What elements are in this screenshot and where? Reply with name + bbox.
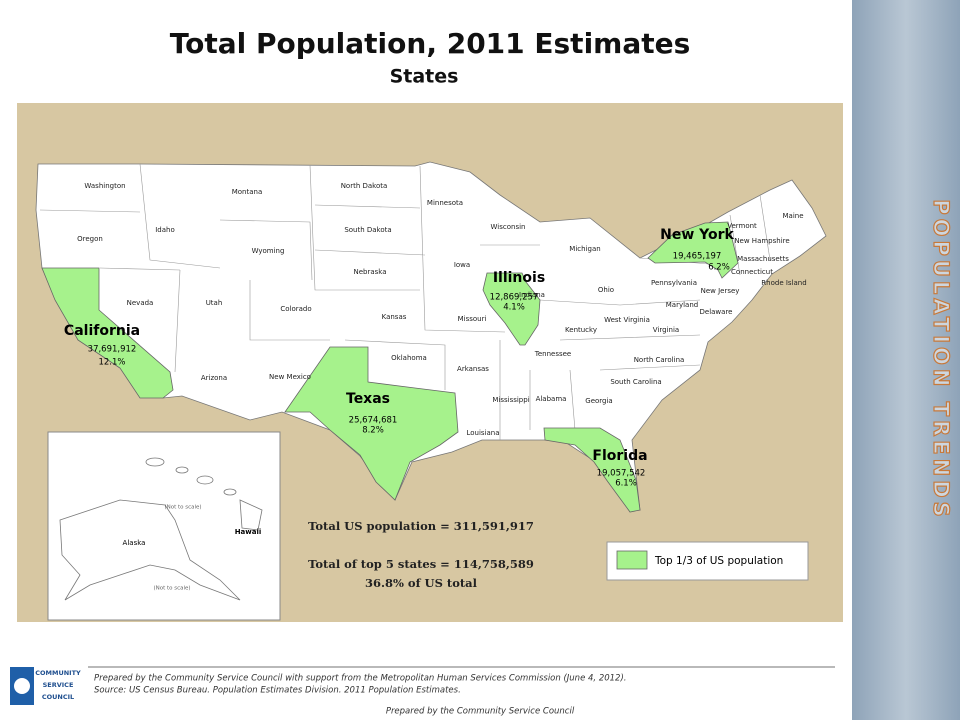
- state-label: Maine: [782, 212, 803, 220]
- title: Total Population, 2011 Estimates: [170, 27, 691, 60]
- state-label: Oregon: [77, 235, 103, 243]
- state-label: Kentucky: [565, 326, 597, 334]
- state-label: Wyoming: [252, 247, 285, 255]
- state-label: Maryland: [666, 301, 698, 309]
- summary-share: 36.8% of US total: [365, 576, 478, 590]
- highlighted-labels: California 37,691,912 12.1% Texas 25,674,681…: [64, 227, 735, 489]
- state-label: Nebraska: [353, 268, 386, 276]
- state-label: Pennsylvania: [651, 279, 697, 287]
- state-label: Louisiana: [466, 429, 499, 437]
- footer-line1: Prepared by the Community Service Counci…: [94, 674, 626, 684]
- legend-swatch: [616, 550, 648, 570]
- state-label: New Mexico: [269, 373, 311, 381]
- highlight-share: 6.1%: [615, 479, 637, 489]
- subtitle: States: [390, 66, 459, 88]
- highlight-population: 19,465,197: [673, 252, 722, 262]
- summary-top5: Total of top 5 states = 114,758,589: [308, 557, 534, 571]
- state-label: Arkansas: [457, 365, 489, 373]
- highlight-share: 4.1%: [503, 303, 525, 313]
- state-label: Indiana: [519, 291, 545, 299]
- summary-total: Total US population = 311,591,917: [308, 519, 534, 533]
- state-label: Delaware: [700, 308, 733, 316]
- state-label: Rhode Island: [761, 279, 806, 287]
- highlight-share: 6.2%: [708, 263, 730, 273]
- state-label: Oklahoma: [391, 354, 427, 362]
- logo-line3: COUNCIL: [42, 693, 74, 701]
- state-label: North Dakota: [341, 182, 388, 190]
- state-label: New Jersey: [701, 287, 740, 295]
- state-label: North Carolina: [634, 356, 685, 364]
- sidebar-title: POPULATION TRENDS: [929, 199, 953, 521]
- alaska-shape: [59, 499, 241, 601]
- highlighted-states: [41, 221, 739, 513]
- highlight-name: Illinois: [493, 270, 545, 286]
- highlight-population: 19,057,542: [597, 469, 646, 479]
- hawaii-note: (Not to scale): [164, 505, 201, 511]
- logo-mark: [14, 678, 30, 694]
- hawaii-label: Hawaii: [235, 528, 262, 536]
- highlight-share: 12.1%: [98, 358, 125, 368]
- highlighted-state: [482, 272, 541, 346]
- logo-line2: SERVICE: [43, 681, 74, 689]
- highlight-population: 12,869,257: [490, 293, 539, 303]
- us-outline: [35, 161, 827, 511]
- state-label: Alabama: [536, 395, 567, 403]
- highlight-name: California: [64, 323, 140, 339]
- state-label: Colorado: [280, 305, 311, 313]
- state-label: West Virginia: [604, 316, 650, 324]
- state-label: Georgia: [585, 397, 612, 405]
- state-label: Minnesota: [427, 199, 463, 207]
- state-label: Nevada: [127, 299, 154, 307]
- state-label: Connecticut: [731, 268, 773, 276]
- state-label: New Hampshire: [734, 237, 789, 245]
- highlight-population: 37,691,912: [88, 345, 137, 355]
- highlighted-state: [41, 267, 174, 399]
- highlight-name: Texas: [346, 391, 390, 407]
- state-label: Arizona: [201, 374, 227, 382]
- alaska-label: Alaska: [123, 539, 146, 547]
- state-label: Wisconsin: [491, 223, 526, 231]
- highlight-name: Florida: [592, 448, 647, 464]
- highlight-population: 25,674,681: [349, 416, 398, 426]
- sidebar: [852, 0, 960, 720]
- legend-label: Top 1/3 of US population: [654, 555, 783, 567]
- state-label: Montana: [232, 188, 263, 196]
- highlighted-state: [543, 427, 641, 513]
- state-label: Michigan: [569, 245, 600, 253]
- state-label: Utah: [206, 299, 223, 307]
- state-label: Idaho: [155, 226, 175, 234]
- highlighted-state: [647, 221, 739, 279]
- hawaii-shape: [145, 457, 263, 531]
- logo-line1: COMMUNITY: [35, 669, 81, 677]
- highlight-name: New York: [660, 227, 734, 243]
- footer-credit: Prepared by the Community Service Counci…: [386, 707, 575, 717]
- state-labels: Washington Oregon Idaho Montana Wyoming Nevad…: [77, 182, 807, 437]
- state-label: Vermont: [727, 222, 757, 230]
- state-label: South Dakota: [344, 226, 391, 234]
- state-label: Missouri: [458, 315, 487, 323]
- alaska-note: (Not to scale): [153, 586, 190, 592]
- state-label: Massachusetts: [737, 255, 789, 263]
- state-label: Virginia: [653, 326, 679, 334]
- state-label: Tennessee: [534, 350, 571, 358]
- state-label: Washington: [84, 182, 125, 190]
- highlighted-state: [284, 346, 459, 501]
- state-label: Iowa: [454, 261, 470, 269]
- state-label: Mississippi: [492, 396, 529, 404]
- state-label: Kansas: [382, 313, 407, 321]
- state-label: South Carolina: [610, 378, 661, 386]
- state-label: Ohio: [598, 286, 614, 294]
- footer-line2: Source: US Census Bureau. Population Est…: [94, 686, 461, 696]
- highlight-share: 8.2%: [362, 426, 384, 436]
